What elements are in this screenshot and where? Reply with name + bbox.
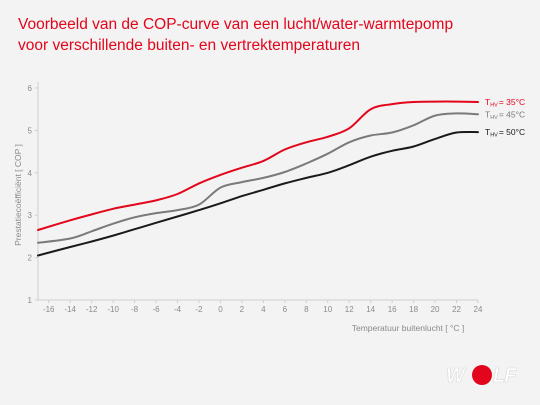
x-axis-label: Temperatuur buitenlucht [ °C ] [352, 323, 465, 333]
series-line-1 [37, 100, 479, 231]
series-line-2 [37, 112, 479, 244]
x-tick-label: -14 [64, 305, 76, 314]
y-axis-ticks: 1 2 3 4 5 6 [28, 84, 38, 305]
svg-text:W: W [446, 365, 467, 387]
chart-title: Voorbeeld van de COP-curve van een lucht… [18, 14, 528, 56]
x-tick-label: 22 [452, 305, 461, 314]
x-tick-label: 8 [304, 305, 309, 314]
x-tick-label: 16 [388, 305, 397, 314]
x-tick-label: -12 [86, 305, 98, 314]
legend-entry-2: THV= 45°C [485, 109, 525, 121]
x-tick-label: -8 [131, 305, 139, 314]
x-tick-label: 4 [261, 305, 266, 314]
y-tick-label: 4 [28, 169, 33, 178]
svg-text:LF: LF [493, 365, 517, 387]
x-tick-label: -6 [152, 305, 160, 314]
wolf-logo-icon: W LF [446, 365, 519, 388]
series-line-3 [37, 130, 479, 257]
y-tick-label: 1 [28, 296, 33, 305]
x-tick-label: 0 [218, 305, 223, 314]
series-lines [37, 100, 479, 257]
x-tick-label: 14 [366, 305, 375, 314]
x-tick-label: 18 [409, 305, 418, 314]
x-tick-label: 12 [345, 305, 354, 314]
y-tick-label: 5 [28, 126, 33, 135]
y-tick-label: 2 [28, 254, 33, 263]
x-tick-label: -10 [107, 305, 119, 314]
chart-title-line-2: voor verschillende buiten- en vertrektem… [18, 37, 361, 54]
legend-entry-3: THV= 50°C [485, 127, 525, 139]
x-tick-label: 20 [431, 305, 440, 314]
legend-entry-1: THV= 35°C [485, 97, 525, 109]
chart-axes [37, 82, 478, 301]
x-tick-label: 6 [283, 305, 288, 314]
wolf-logo: W LF [446, 365, 519, 388]
x-tick-label: -2 [195, 305, 203, 314]
y-axis-label: Prestatiecoëfficiënt [ COP ] [13, 144, 23, 246]
x-tick-label: 2 [240, 305, 245, 314]
x-tick-label: 24 [474, 305, 483, 314]
y-tick-label: 3 [28, 211, 33, 220]
x-axis-ticks: -16 -14 -12 -10 -8 -6 -4 -2 0 2 4 6 8 10 12 14 16 18 20 22 2… [43, 300, 483, 314]
y-tick-label: 6 [28, 84, 33, 93]
chart-title-line-1: Voorbeeld van de COP-curve van een lucht… [18, 16, 454, 33]
x-tick-label: -16 [43, 305, 55, 314]
x-tick-label: 10 [323, 305, 332, 314]
x-tick-label: -4 [174, 305, 182, 314]
